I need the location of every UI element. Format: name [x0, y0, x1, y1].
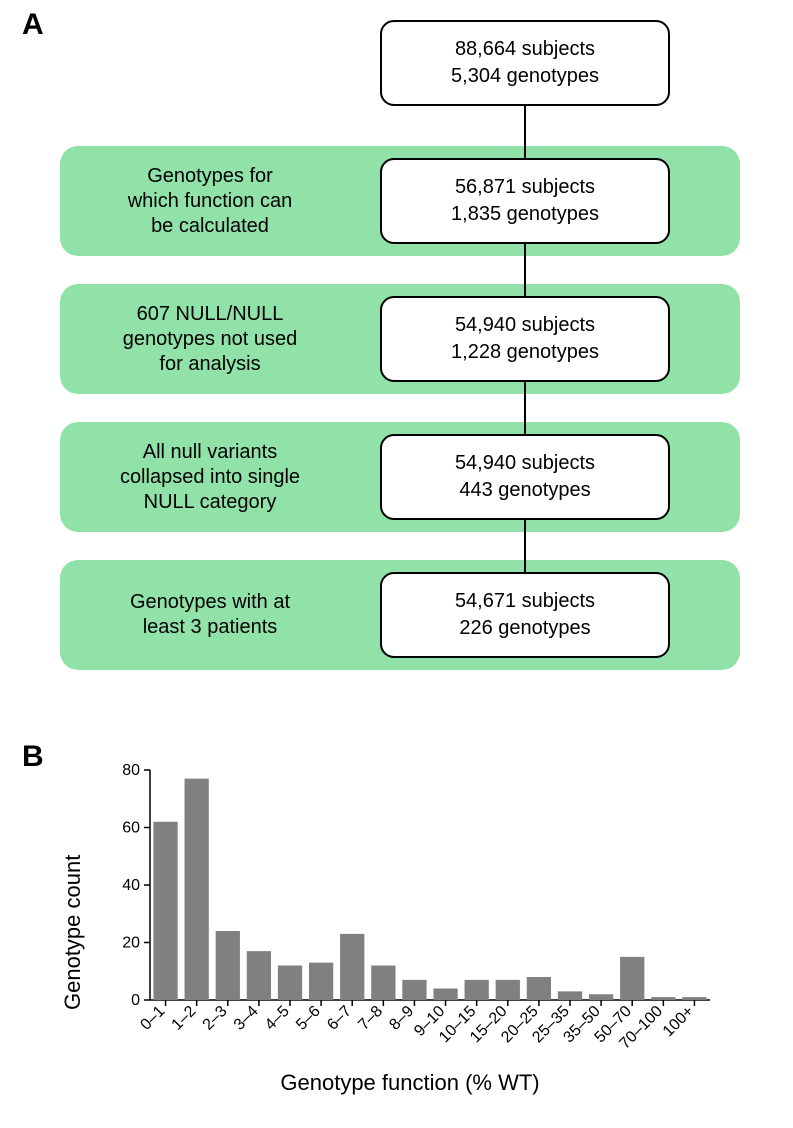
x-tick-label: 6–7 [324, 1003, 355, 1034]
bar [216, 931, 240, 1000]
flowchart: Genotypes forwhich function canbe calcul… [60, 20, 740, 710]
flow-node-line1: 54,940 subjects [455, 314, 595, 336]
flow-node-line1: 88,664 subjects [455, 38, 595, 60]
bar [402, 980, 426, 1000]
flow-node-line1: 54,671 subjects [455, 590, 595, 612]
flow-band-label: Genotypes with atleast 3 patients [60, 590, 360, 640]
genotype-bar-chart: Genotype count 0204060800–11–22–33–44–55… [80, 760, 720, 1100]
x-tick-label: 4–5 [262, 1003, 293, 1034]
bar [371, 966, 395, 1001]
flow-node-line2: 226 genotypes [459, 617, 590, 639]
bar [309, 963, 333, 1000]
flow-band-label: 607 NULL/NULLgenotypes not usedfor analy… [60, 302, 360, 377]
bar [496, 980, 520, 1000]
y-tick-label: 80 [122, 762, 140, 779]
bar [465, 980, 489, 1000]
y-axis-title: Genotype count [60, 855, 86, 1010]
x-tick-label: 5–6 [293, 1003, 324, 1034]
bar [620, 957, 644, 1000]
flow-node-line2: 1,835 genotypes [451, 203, 599, 225]
bar [589, 994, 613, 1000]
flow-band-label: Genotypes forwhich function canbe calcul… [60, 164, 360, 239]
y-tick-label: 20 [122, 935, 140, 952]
bar-chart-svg: 0204060800–11–22–33–44–55–66–77–88–99–10… [80, 760, 720, 1060]
bar [278, 966, 302, 1001]
y-tick-label: 60 [122, 820, 140, 837]
bar [527, 977, 551, 1000]
flow-node-line2: 5,304 genotypes [451, 65, 599, 87]
x-tick-label: 3–4 [231, 1003, 262, 1034]
flow-band-label: All null variantscollapsed into singleNU… [60, 440, 360, 515]
bar [682, 997, 706, 1000]
flow-node: 54,940 subjects 1,228 genotypes [380, 296, 670, 382]
bar [247, 951, 271, 1000]
panel-a-label: A [22, 8, 44, 42]
x-axis-title: Genotype function (% WT) [170, 1070, 650, 1096]
x-tick-label: 2–3 [200, 1003, 231, 1034]
y-tick-label: 40 [122, 877, 140, 894]
x-tick-label: 1–2 [169, 1003, 200, 1034]
panel-b-label: B [22, 740, 44, 774]
flow-node-line2: 443 genotypes [459, 479, 590, 501]
flow-node: 56,871 subjects 1,835 genotypes [380, 158, 670, 244]
bar [433, 989, 457, 1001]
bar [153, 822, 177, 1000]
flow-node-line1: 56,871 subjects [455, 176, 595, 198]
bar [558, 991, 582, 1000]
figure-page: A Genotypes forwhich function canbe calc… [0, 0, 793, 1128]
bar [185, 779, 209, 1000]
x-tick-label: 7–8 [355, 1003, 386, 1034]
bar [651, 997, 675, 1000]
y-tick-label: 0 [131, 992, 140, 1009]
bar [340, 934, 364, 1000]
x-tick-label: 0–1 [137, 1003, 168, 1034]
flow-node-line1: 54,940 subjects [455, 452, 595, 474]
x-tick-label: 100+ [660, 1003, 698, 1041]
flow-node: 54,940 subjects 443 genotypes [380, 434, 670, 520]
flow-node: 54,671 subjects 226 genotypes [380, 572, 670, 658]
flow-node: 88,664 subjects 5,304 genotypes [380, 20, 670, 106]
flow-node-line2: 1,228 genotypes [451, 341, 599, 363]
